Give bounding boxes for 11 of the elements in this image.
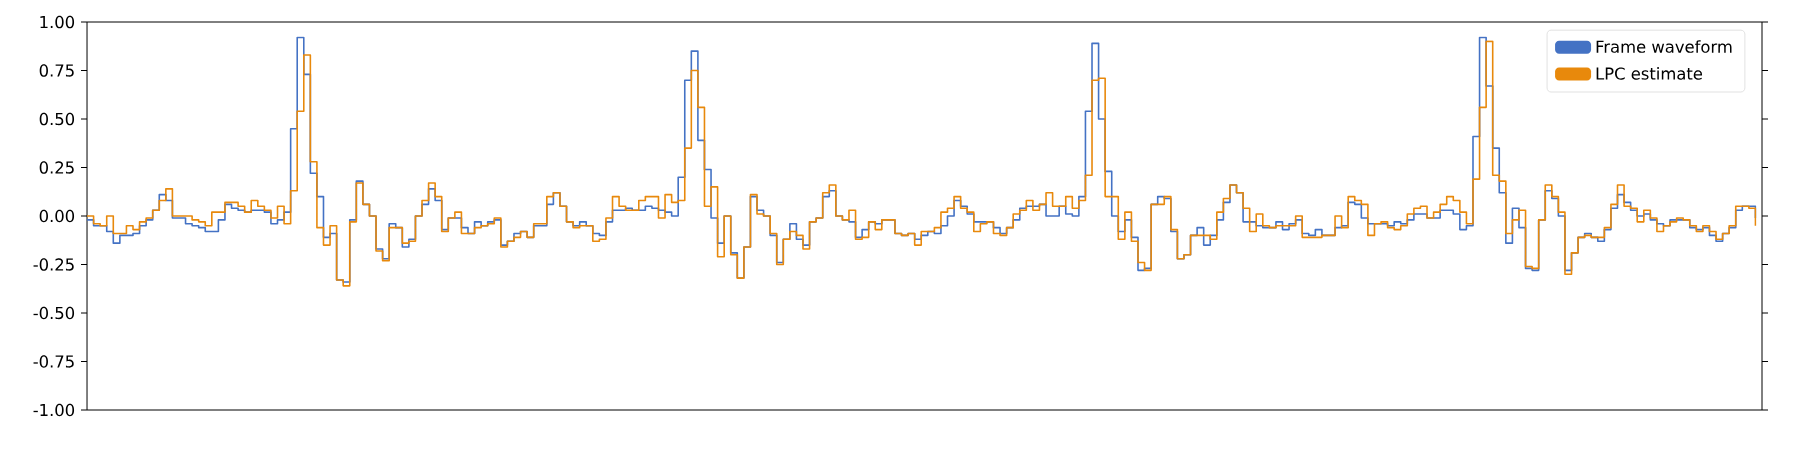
y-tick-label: 0.75: [39, 64, 74, 77]
y-tick-label: -0.75: [33, 355, 74, 368]
legend-label: LPC estimate: [1596, 67, 1703, 80]
y-tick-label: 0.00: [39, 209, 75, 223]
y-tick-label: -0.50: [33, 306, 75, 320]
legend-label: Frame waveform: [1596, 40, 1732, 53]
y-tick-label: -0.25: [33, 258, 74, 271]
y-tick-label: 0.50: [39, 112, 75, 126]
y-tick-label: 0.25: [39, 161, 74, 174]
y-tick-label: 1.00: [40, 15, 75, 29]
y-tick-label: -1.00: [33, 403, 75, 417]
